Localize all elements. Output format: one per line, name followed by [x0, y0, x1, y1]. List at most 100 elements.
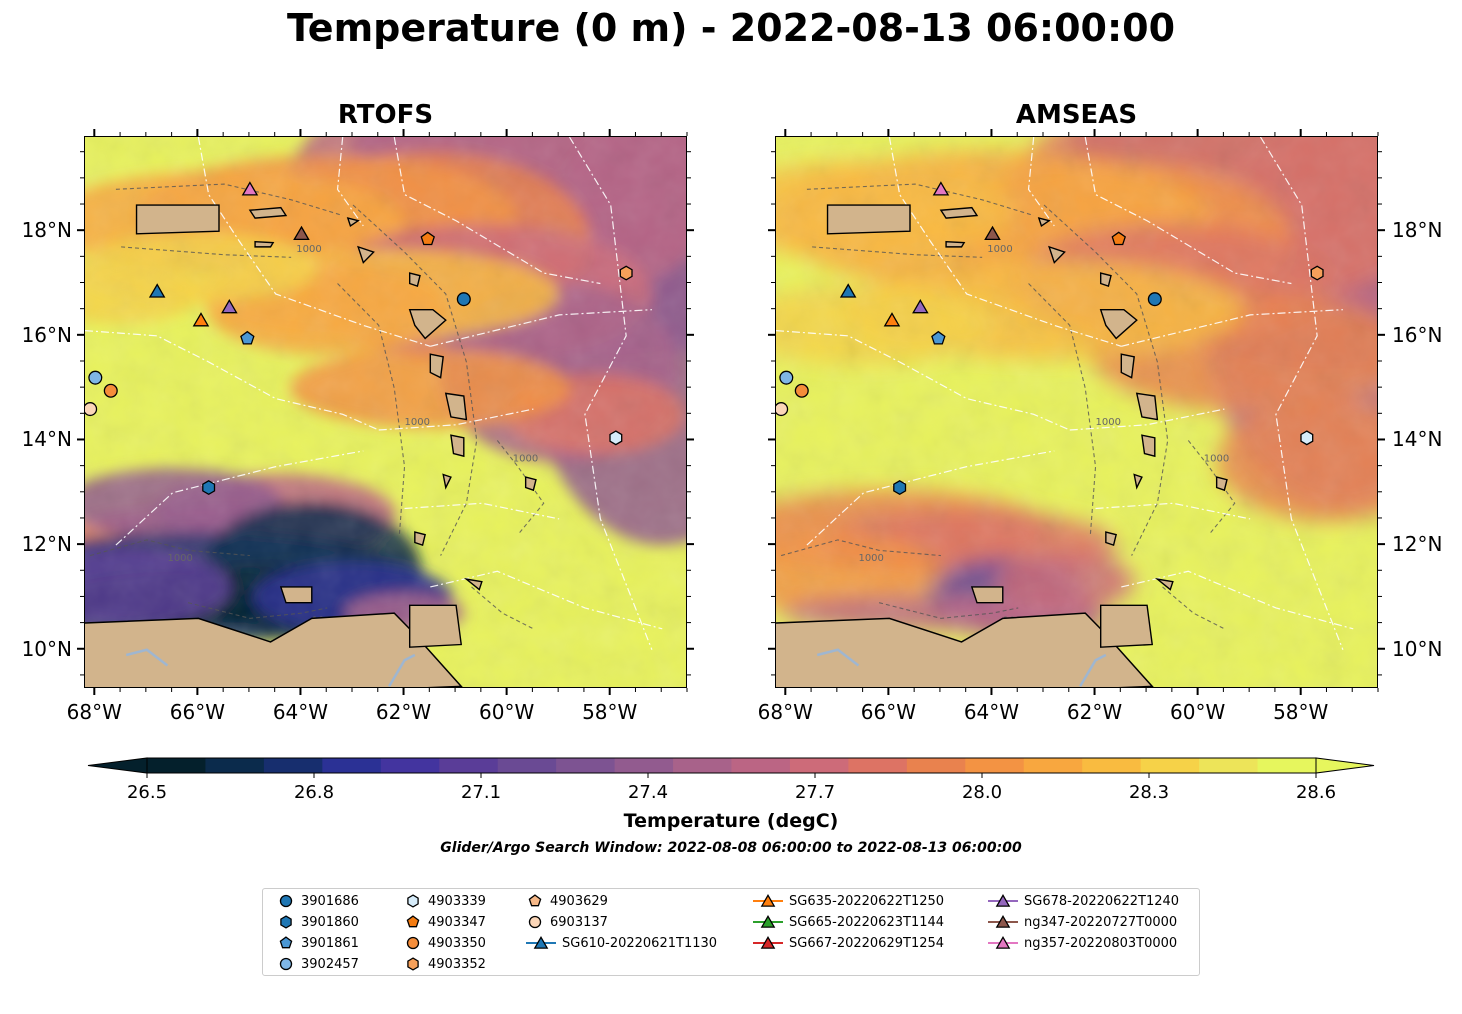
lon-tick-label: 68°W	[66, 700, 122, 724]
legend-marker	[406, 936, 420, 950]
legend: 3901686 3901860 3901861 3902457 4903339 49033…	[262, 888, 1200, 976]
legend-item: SG665-20220623T1144	[753, 914, 944, 930]
lon-tick-label: 62°W	[375, 700, 432, 724]
legend-pentagon-icon	[279, 936, 293, 949]
island	[408, 604, 463, 648]
marker-3902457	[88, 370, 103, 385]
legend-hexagon-icon	[407, 957, 419, 971]
marker-3901686	[456, 292, 471, 307]
marker-4903347	[1111, 231, 1126, 246]
colorbar-tick-label: 27.1	[460, 782, 502, 803]
legend-item: 3901686	[277, 893, 359, 909]
lon-tick-label: 66°W	[169, 700, 225, 724]
legend-marker	[407, 957, 419, 971]
legend-item: 3902457	[277, 956, 359, 972]
colorbar-tick-label: 26.5	[126, 782, 168, 803]
island	[1048, 245, 1066, 264]
river	[388, 653, 416, 687]
island	[408, 308, 447, 340]
colorbar-segment	[906, 758, 966, 773]
island	[1099, 604, 1154, 648]
marker-SG635-20220622T1250	[192, 312, 210, 327]
marker-3901861	[931, 330, 946, 345]
island	[1133, 473, 1143, 490]
contour-label: 1000	[405, 417, 430, 428]
marker-3902457	[779, 370, 794, 385]
island	[1141, 434, 1156, 458]
boundary-lines	[776, 137, 1354, 650]
legend-label: 4903350	[428, 935, 486, 951]
legend-marker	[995, 935, 1011, 949]
legend-item: SG667-20220629T1254	[753, 935, 944, 951]
contour-label: 1000	[296, 244, 321, 255]
island	[1120, 353, 1135, 379]
island	[1099, 272, 1112, 288]
colorbar-segment	[263, 758, 323, 773]
island	[1135, 392, 1159, 421]
colorbar-segment	[380, 758, 440, 773]
legend-circle-icon	[279, 957, 293, 971]
legend-label: SG678-20220622T1240	[1024, 893, 1180, 909]
island	[1154, 577, 1174, 591]
island	[524, 476, 537, 492]
search-window-note: Glider/Argo Search Window: 2022-08-08 06…	[440, 840, 1022, 856]
marker-SG678-20220622T1240	[912, 298, 929, 314]
colorbar-segment	[848, 758, 908, 773]
island	[357, 245, 375, 264]
legend-item: 3901860	[277, 914, 359, 930]
island	[429, 353, 444, 379]
marker-4903339	[1300, 430, 1314, 446]
legend-label: 3902457	[301, 956, 359, 972]
legend-label: ng357-20220803T0000	[1024, 935, 1178, 951]
river	[816, 648, 860, 667]
marker-3901861	[240, 330, 255, 345]
island	[1099, 308, 1138, 340]
island	[970, 586, 1004, 604]
island	[939, 206, 979, 219]
legend-triangle-icon	[753, 893, 783, 907]
lat-tick-label: 12°N	[21, 532, 72, 557]
marker-ng347-20220727T0000	[293, 225, 310, 241]
legend-item: 3901861	[277, 935, 359, 951]
legend-triangle-icon	[988, 914, 1018, 928]
marker-4903350	[103, 383, 118, 398]
lat-tick-label: 14°N	[21, 427, 72, 452]
colorbar-tick-label: 27.7	[794, 782, 836, 803]
legend-label: 4903339	[428, 893, 486, 909]
marker-4903352	[619, 265, 633, 281]
colorbar-segment	[322, 758, 382, 773]
legend-marker	[533, 935, 549, 949]
island	[346, 217, 360, 228]
colorbar-segment	[1199, 758, 1259, 773]
legend-pentagon-icon	[406, 915, 420, 928]
lon-tick-label: 62°W	[1066, 700, 1123, 724]
lat-tick-label: 18°N	[21, 218, 72, 243]
legend-circle-icon	[279, 894, 293, 908]
legend-marker	[528, 915, 542, 929]
colorbar-tick-label: 27.4	[627, 782, 669, 803]
colorbar-segment	[1023, 758, 1083, 773]
lon-tick-label: 60°W	[478, 700, 535, 724]
legend-marker	[995, 914, 1011, 928]
colorbar-segment	[497, 758, 557, 773]
legend-item: SG610-20220621T1130	[526, 935, 717, 951]
island	[248, 206, 288, 219]
colorbar-segment	[556, 758, 616, 773]
lat-tick-label: 16°N	[1392, 322, 1443, 347]
island	[254, 240, 275, 248]
lon-tick-label: 58°W	[582, 700, 638, 724]
legend-label: SG635-20220622T1250	[789, 893, 945, 909]
colorbar-tick-label: 26.8	[293, 782, 335, 803]
contour-label: 1000	[987, 244, 1012, 255]
colorbar-title: Temperature (degC)	[623, 810, 839, 832]
contour-label: 1000	[167, 553, 192, 564]
legend-marker	[760, 914, 776, 928]
legend-item: 4903352	[404, 956, 486, 972]
colorbar-segment	[1082, 758, 1142, 773]
marker-SG635-20220622T1250	[883, 312, 901, 327]
legend-label: 3901860	[301, 914, 359, 930]
panel-title-amseas: AMSEAS	[1015, 100, 1138, 130]
legend-item: SG678-20220622T1240	[988, 893, 1179, 909]
legend-marker	[279, 936, 293, 949]
